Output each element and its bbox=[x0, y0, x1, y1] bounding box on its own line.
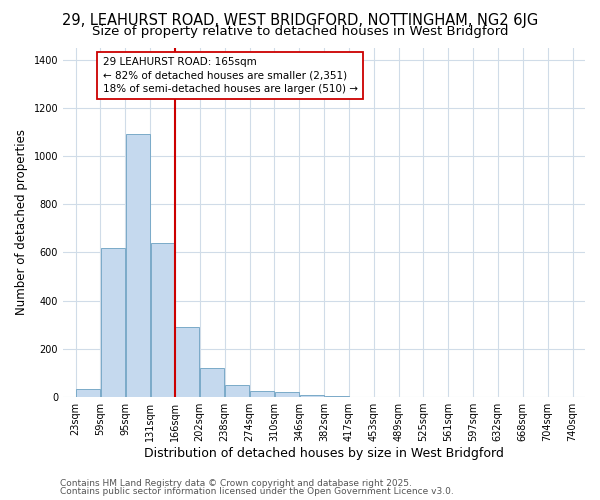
Text: 29, LEAHURST ROAD, WEST BRIDGFORD, NOTTINGHAM, NG2 6JG: 29, LEAHURST ROAD, WEST BRIDGFORD, NOTTI… bbox=[62, 12, 538, 28]
Bar bbox=[250, 391, 274, 397]
Bar bbox=[101, 248, 125, 397]
Text: Contains public sector information licensed under the Open Government Licence v3: Contains public sector information licen… bbox=[60, 487, 454, 496]
Bar bbox=[151, 243, 175, 397]
X-axis label: Distribution of detached houses by size in West Bridgford: Distribution of detached houses by size … bbox=[144, 447, 504, 460]
Bar bbox=[200, 368, 224, 397]
Y-axis label: Number of detached properties: Number of detached properties bbox=[15, 130, 28, 316]
Text: Size of property relative to detached houses in West Bridgford: Size of property relative to detached ho… bbox=[92, 25, 508, 38]
Bar bbox=[125, 134, 150, 397]
Text: Contains HM Land Registry data © Crown copyright and database right 2025.: Contains HM Land Registry data © Crown c… bbox=[60, 479, 412, 488]
Bar bbox=[275, 392, 299, 397]
Bar bbox=[175, 327, 199, 397]
Bar bbox=[225, 385, 250, 397]
Bar bbox=[299, 394, 324, 397]
Text: 29 LEAHURST ROAD: 165sqm
← 82% of detached houses are smaller (2,351)
18% of sem: 29 LEAHURST ROAD: 165sqm ← 82% of detach… bbox=[103, 57, 358, 94]
Bar bbox=[325, 396, 349, 397]
Bar bbox=[76, 388, 100, 397]
